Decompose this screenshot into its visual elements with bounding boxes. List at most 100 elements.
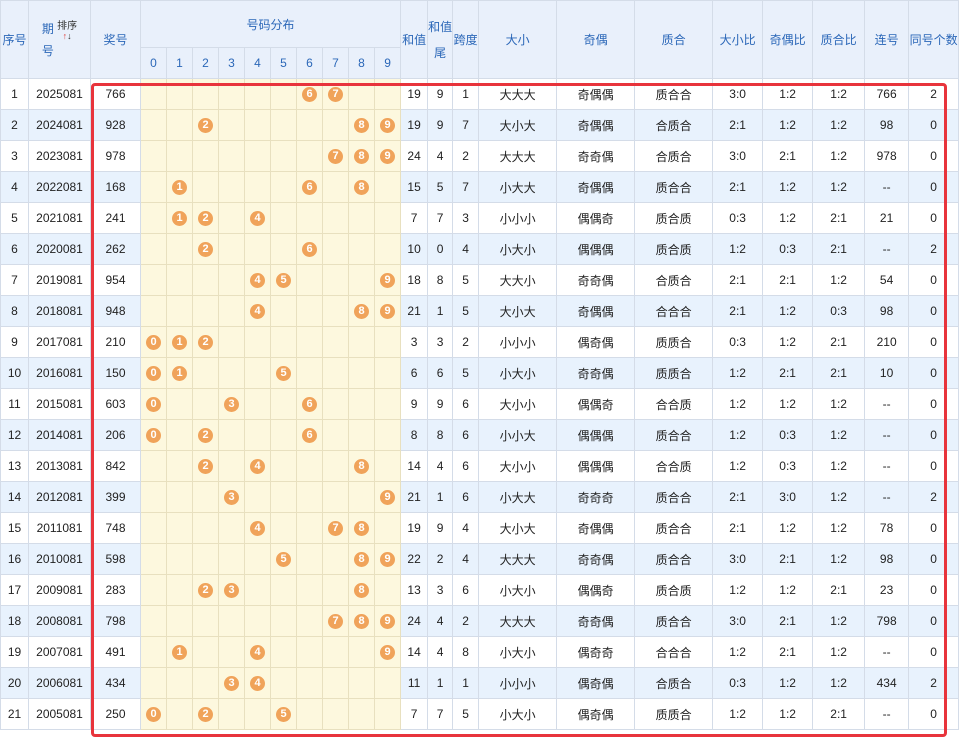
cell-digit-1 [166, 481, 193, 513]
cell-prime-ratio: 1:2 [812, 388, 866, 420]
cell-digit-5 [270, 481, 297, 513]
cell-big-small-ratio: 2:1 [712, 512, 764, 544]
cell-digit-7 [322, 543, 349, 575]
cell-odd-even: 奇偶偶 [556, 512, 636, 544]
ball-7: 7 [328, 521, 343, 536]
cell-prime-composite: 质合合 [634, 171, 714, 203]
cell-digit-8 [348, 419, 375, 451]
header-prime-composite: 质合 [634, 0, 714, 79]
cell-digit-9 [373, 171, 402, 203]
cell-period: 2009081 [28, 574, 91, 606]
cell-digit-6: 6 [296, 78, 323, 110]
cell-sum-tail: 9 [427, 109, 454, 141]
cell-digit-9 [373, 574, 402, 606]
cell-prize: 434 [90, 667, 141, 699]
cell-sum-tail: 7 [427, 698, 454, 730]
cell-digit-9: 9 [373, 295, 402, 327]
cell-digit-6 [296, 264, 323, 296]
cell-digit-2 [192, 388, 219, 420]
cell-prize: 598 [90, 543, 141, 575]
cell-prize: 210 [90, 326, 141, 358]
cell-same-count: 0 [908, 419, 960, 451]
cell-same-count: 0 [908, 698, 960, 730]
cell-odd-even-ratio: 1:2 [762, 326, 814, 358]
cell-digit-7 [322, 574, 349, 606]
ball-8: 8 [354, 583, 369, 598]
cell-big-small: 小大小 [478, 698, 558, 730]
cell-same-count: 0 [908, 326, 960, 358]
cell-prime-ratio: 2:1 [812, 326, 866, 358]
cell-digit-0 [140, 78, 167, 110]
cell-digit-2 [192, 357, 219, 389]
cell-odd-even: 偶偶偶 [556, 233, 636, 265]
cell-span: 6 [452, 574, 480, 606]
cell-digit-4: 4 [244, 264, 271, 296]
cell-digit-8 [348, 326, 375, 358]
header-span: 跨度 [452, 0, 480, 79]
cell-digit-1 [166, 140, 193, 172]
cell-digit-1 [166, 419, 193, 451]
cell-digit-3: 3 [218, 574, 245, 606]
cell-big-small: 大大大 [478, 78, 558, 110]
cell-odd-even: 奇奇偶 [556, 140, 636, 172]
cell-digit-6 [296, 140, 323, 172]
cell-digit-4 [244, 419, 271, 451]
cell-seq: 21 [0, 698, 29, 730]
cell-big-small: 小小小 [478, 202, 558, 234]
table-row: 11 2015081 603 0 3 6 9 9 6 大小小 偶偶奇 合合质 1:2 1:2 1:2 -- 0 [0, 388, 960, 420]
cell-period: 2005081 [28, 698, 91, 730]
cell-odd-even-ratio: 1:2 [762, 109, 814, 141]
cell-digit-1 [166, 543, 193, 575]
cell-digit-5 [270, 78, 297, 110]
cell-same-count: 0 [908, 295, 960, 327]
cell-digit-9: 9 [373, 605, 402, 637]
cell-consecutive: 98 [864, 295, 910, 327]
cell-prize: 928 [90, 109, 141, 141]
cell-prime-composite: 质合合 [634, 543, 714, 575]
ball-3: 3 [224, 397, 239, 412]
cell-digit-2 [192, 667, 219, 699]
cell-seq: 7 [0, 264, 29, 296]
cell-digit-3: 3 [218, 667, 245, 699]
cell-big-small-ratio: 0:3 [712, 326, 764, 358]
ball-2: 2 [198, 211, 213, 226]
ball-6: 6 [302, 397, 317, 412]
cell-digit-0 [140, 450, 167, 482]
cell-digit-9 [373, 357, 402, 389]
header-period-b: 号 [41, 43, 54, 58]
cell-prize: 748 [90, 512, 141, 544]
cell-prime-ratio: 1:2 [812, 109, 866, 141]
cell-prime-ratio: 1:2 [812, 481, 866, 513]
header-big-small-ratio: 大小比 [712, 0, 764, 79]
cell-period: 2014081 [28, 419, 91, 451]
cell-period: 2012081 [28, 481, 91, 513]
cell-digit-4: 4 [244, 202, 271, 234]
sort-toggle[interactable]: 排序 ↑↓ [57, 21, 77, 41]
cell-period: 2022081 [28, 171, 91, 203]
cell-sum-tail: 9 [427, 78, 454, 110]
cell-span: 7 [452, 171, 480, 203]
cell-digit-0 [140, 202, 167, 234]
cell-digit-0 [140, 574, 167, 606]
cell-digit-6 [296, 450, 323, 482]
ball-6: 6 [302, 87, 317, 102]
cell-same-count: 0 [908, 605, 960, 637]
cell-digit-8: 8 [348, 140, 375, 172]
cell-digit-1: 1 [166, 171, 193, 203]
ball-2: 2 [198, 118, 213, 133]
cell-digit-3 [218, 450, 245, 482]
cell-sum-tail: 5 [427, 171, 454, 203]
cell-digit-8 [348, 698, 375, 730]
cell-prize: 283 [90, 574, 141, 606]
cell-seq: 13 [0, 450, 29, 482]
cell-seq: 5 [0, 202, 29, 234]
header-digit-8: 8 [348, 47, 375, 79]
cell-seq: 17 [0, 574, 29, 606]
cell-digit-5 [270, 140, 297, 172]
cell-digit-2: 2 [192, 326, 219, 358]
cell-digit-0: 0 [140, 388, 167, 420]
cell-prime-composite: 合合合 [634, 636, 714, 668]
cell-digit-4 [244, 326, 271, 358]
cell-digit-4 [244, 543, 271, 575]
ball-7: 7 [328, 614, 343, 629]
